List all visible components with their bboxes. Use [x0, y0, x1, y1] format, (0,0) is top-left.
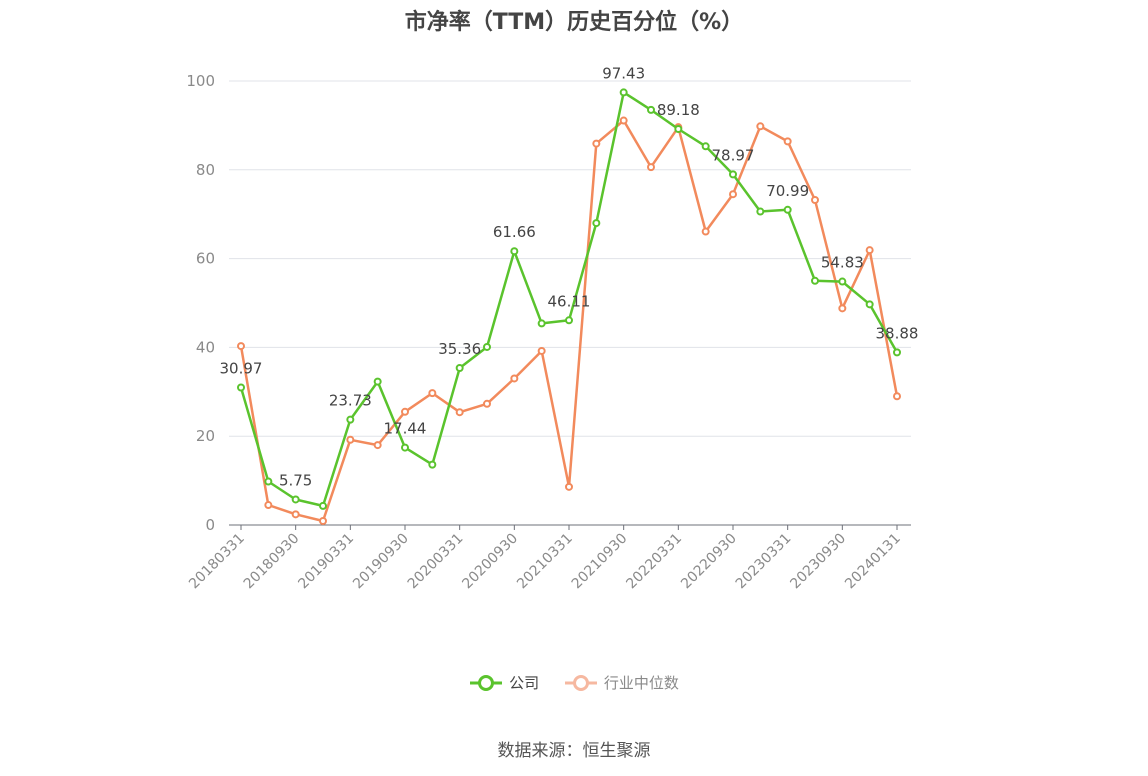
data-label: 61.66 — [493, 223, 536, 241]
legend-industry-icon — [564, 674, 597, 691]
legend-industry-label: 行业中位数 — [603, 674, 679, 692]
data-point — [237, 342, 245, 351]
data-point — [510, 374, 519, 383]
x-tick-label: 20220331 — [623, 531, 685, 593]
data-point — [865, 300, 874, 309]
data-point — [346, 435, 355, 444]
data-point — [592, 219, 601, 228]
x-tick-label: 20240131 — [842, 531, 904, 593]
legend-company-label: 公司 — [509, 674, 540, 692]
x-tick-label: 20190331 — [295, 531, 357, 593]
data-point — [729, 190, 737, 199]
data-label: 30.97 — [220, 359, 263, 377]
legend-item-industry[interactable]: 行业中位数 — [564, 672, 679, 693]
x-tick-label: 20190930 — [350, 531, 412, 593]
data-label: 89.18 — [657, 101, 700, 119]
data-point — [319, 501, 327, 510]
data-point — [893, 348, 901, 357]
data-point — [428, 460, 437, 469]
data-label: 54.83 — [821, 254, 864, 272]
data-point — [811, 195, 819, 204]
data-label: 70.99 — [766, 182, 809, 200]
data-point — [565, 482, 573, 491]
x-tick-label: 20200331 — [405, 531, 467, 593]
legend: 公司 行业中位数 — [0, 672, 1148, 696]
data-labels: 30.97 5.75 23.73 17.44 35.36 61.66 46.11 97.43 8… — [220, 64, 919, 489]
data-point — [865, 246, 874, 255]
chart-title: 市净率（TTM）历史百分位（%） — [404, 10, 744, 35]
data-label: 78.97 — [712, 146, 755, 164]
data-point — [455, 364, 464, 373]
legend-company-icon — [470, 674, 503, 691]
series-lines — [237, 88, 901, 526]
data-point — [373, 441, 382, 450]
y-tick-label: 80 — [196, 161, 215, 179]
line-chart: 0 20 40 60 80 100 2018033120180930201903312019… — [186, 64, 919, 593]
data-point — [838, 277, 847, 286]
data-point — [428, 389, 437, 398]
data-point — [483, 342, 491, 351]
data-point — [237, 383, 245, 392]
data-point — [783, 205, 792, 214]
data-point — [756, 122, 765, 131]
data-point — [401, 407, 409, 416]
series-company — [237, 88, 901, 510]
data-point — [701, 142, 710, 151]
x-tick-label: 20210930 — [569, 531, 631, 593]
legend-item-company[interactable]: 公司 — [469, 672, 539, 693]
x-tick-label: 20220930 — [678, 531, 740, 593]
data-point — [647, 105, 655, 114]
x-tick-label: 20210331 — [514, 531, 576, 593]
data-label: 23.73 — [329, 392, 372, 410]
data-point — [264, 477, 273, 486]
data-point — [893, 392, 901, 401]
data-point — [401, 443, 409, 452]
data-point — [319, 517, 327, 526]
data-label: 46.11 — [548, 292, 591, 310]
data-point — [510, 247, 519, 256]
data-point — [455, 408, 464, 417]
data-point — [373, 377, 382, 386]
data-label: 97.43 — [602, 64, 645, 82]
data-label: 5.75 — [279, 471, 312, 489]
data-label: 17.44 — [384, 420, 427, 438]
data-point — [537, 319, 546, 328]
data-point — [565, 316, 573, 325]
data-point — [592, 139, 601, 148]
data-point — [811, 276, 819, 285]
data-point — [346, 415, 355, 424]
data-point — [701, 227, 710, 236]
data-point — [264, 501, 273, 510]
data-point — [619, 116, 628, 125]
data-point — [783, 137, 792, 146]
x-tick-label: 20230331 — [733, 531, 795, 593]
data-point — [537, 346, 546, 355]
data-source: 数据来源：恒生聚源 — [497, 741, 651, 761]
data-point — [291, 510, 300, 519]
y-tick-label: 100 — [186, 72, 215, 90]
data-point — [756, 207, 765, 216]
data-label: 38.88 — [876, 324, 919, 342]
y-tick-label: 60 — [196, 250, 215, 268]
data-point — [647, 163, 655, 172]
y-tick-label: 40 — [196, 338, 215, 356]
x-tick-label: 20180331 — [186, 531, 248, 593]
y-tick-label: 0 — [205, 516, 215, 534]
x-tick-label: 20230930 — [787, 531, 849, 593]
data-point — [838, 304, 847, 313]
grid-lines — [229, 80, 911, 437]
data-point — [729, 170, 737, 179]
data-point — [291, 495, 300, 504]
data-point — [674, 125, 683, 134]
y-tick-label: 20 — [196, 427, 215, 445]
x-tick-label: 20200930 — [459, 531, 521, 593]
data-point — [483, 399, 491, 408]
data-point — [619, 88, 628, 97]
x-tick-label: 20180930 — [241, 531, 303, 593]
data-label: 35.36 — [438, 340, 481, 358]
